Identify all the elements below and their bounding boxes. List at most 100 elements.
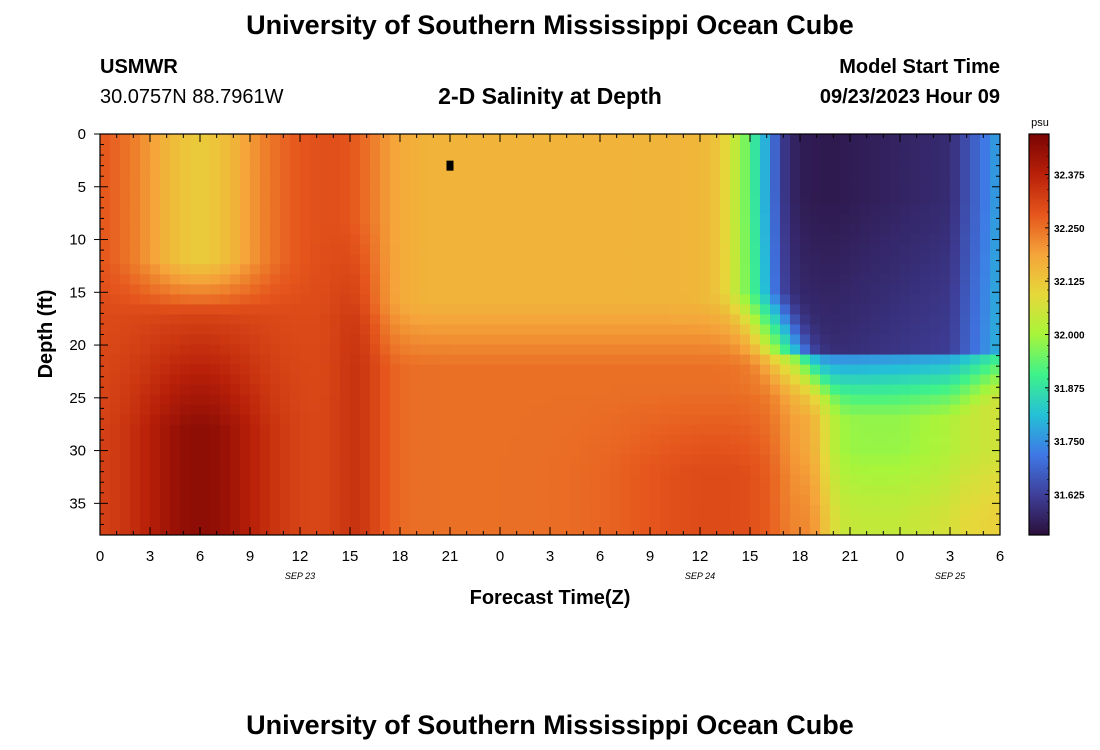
heatmap-cell — [950, 494, 961, 506]
heatmap-cell — [260, 394, 271, 406]
heatmap-cell — [630, 444, 641, 456]
heatmap-cell — [550, 444, 561, 456]
heatmap-cell — [790, 384, 801, 396]
heatmap-cell — [610, 524, 621, 535]
heatmap-cell — [150, 144, 161, 155]
heatmap-cell — [730, 474, 741, 486]
heatmap-cell — [770, 214, 781, 225]
heatmap-cell — [560, 484, 571, 496]
heatmap-cell — [980, 444, 991, 456]
heatmap-cell — [840, 154, 851, 165]
heatmap-cell — [390, 434, 401, 446]
heatmap-cell — [390, 424, 401, 436]
heatmap-cell — [470, 514, 481, 526]
heatmap-cell — [920, 164, 931, 175]
heatmap-cell — [540, 344, 551, 356]
heatmap-cell — [470, 254, 481, 265]
heatmap-cell — [350, 394, 361, 406]
heatmap-cell — [990, 324, 1000, 336]
heatmap-cell — [470, 324, 481, 336]
heatmap-cell — [540, 394, 551, 406]
heatmap-cell — [170, 494, 181, 506]
heatmap-cell — [530, 304, 541, 316]
heatmap-cell — [600, 294, 611, 306]
heatmap-cell — [710, 214, 721, 225]
heatmap-cell — [380, 314, 391, 326]
heatmap-cell — [550, 504, 561, 516]
heatmap-cell — [540, 254, 551, 265]
heatmap-cell — [230, 494, 241, 506]
heatmap-cell — [670, 424, 681, 436]
heatmap-cell — [970, 514, 981, 526]
heatmap-cell — [470, 464, 481, 476]
heatmap-cell — [220, 474, 231, 486]
heatmap-cell — [360, 224, 371, 235]
heatmap-cell — [590, 264, 601, 275]
heatmap-cell — [740, 474, 751, 486]
heatmap-cell — [590, 394, 601, 406]
heatmap-cell — [400, 194, 411, 205]
heatmap-cell — [830, 244, 841, 255]
heatmap-cell — [970, 134, 981, 145]
heatmap-cell — [730, 244, 741, 255]
heatmap-cell — [500, 264, 511, 275]
heatmap-cell — [830, 404, 841, 416]
heatmap-cell — [260, 304, 271, 316]
heatmap-cell — [300, 524, 311, 535]
heatmap-cell — [630, 184, 641, 195]
heatmap-cell — [740, 214, 751, 225]
heatmap-cell — [940, 344, 951, 356]
heatmap-cell — [890, 324, 901, 336]
heatmap-cell — [290, 264, 301, 275]
heatmap-cell — [110, 324, 121, 336]
heatmap-cell — [910, 414, 921, 426]
heatmap-cell — [620, 214, 631, 225]
heatmap-cell — [370, 324, 381, 336]
heatmap-cell — [690, 344, 701, 356]
heatmap-cell — [390, 344, 401, 356]
heatmap-cell — [740, 434, 751, 446]
heatmap-cell — [150, 174, 161, 185]
heatmap-cell — [940, 304, 951, 316]
heatmap-cell — [850, 134, 861, 145]
heatmap-cell — [960, 234, 971, 245]
heatmap-cell — [770, 184, 781, 195]
heatmap-cell — [700, 444, 711, 456]
heatmap-cell — [590, 334, 601, 346]
heatmap-cell — [300, 374, 311, 386]
heatmap-cell — [840, 194, 851, 205]
heatmap-cell — [190, 504, 201, 516]
heatmap-cell — [790, 464, 801, 476]
heatmap-cell — [860, 234, 871, 245]
heatmap-cell — [120, 484, 131, 496]
heatmap-cell — [580, 434, 591, 446]
heatmap-cell — [740, 254, 751, 265]
heatmap-cell — [350, 234, 361, 245]
heatmap-cell — [600, 524, 611, 535]
heatmap-cell — [460, 264, 471, 275]
heatmap-cell — [170, 524, 181, 535]
heatmap-cell — [570, 444, 581, 456]
heatmap-cell — [540, 494, 551, 506]
heatmap-cell — [640, 264, 651, 275]
x-tick-label: 3 — [946, 548, 954, 565]
heatmap-cell — [140, 214, 151, 225]
heatmap-cell — [300, 134, 311, 145]
heatmap-cell — [800, 194, 811, 205]
heatmap-cell — [730, 394, 741, 406]
heatmap-cell — [730, 524, 741, 535]
heatmap-cell — [500, 404, 511, 416]
heatmap-cell — [980, 464, 991, 476]
heatmap-cell — [140, 514, 151, 526]
heatmap-cell — [630, 194, 641, 205]
heatmap-cell — [460, 404, 471, 416]
heatmap-cell — [920, 274, 931, 285]
heatmap-cell — [230, 304, 241, 316]
heatmap-cell — [940, 454, 951, 466]
heatmap-cell — [100, 404, 111, 416]
heatmap-cell — [300, 434, 311, 446]
heatmap-cell — [100, 524, 111, 535]
heatmap-cell — [430, 394, 441, 406]
heatmap-cell — [920, 454, 931, 466]
heatmap-cell — [110, 224, 121, 235]
